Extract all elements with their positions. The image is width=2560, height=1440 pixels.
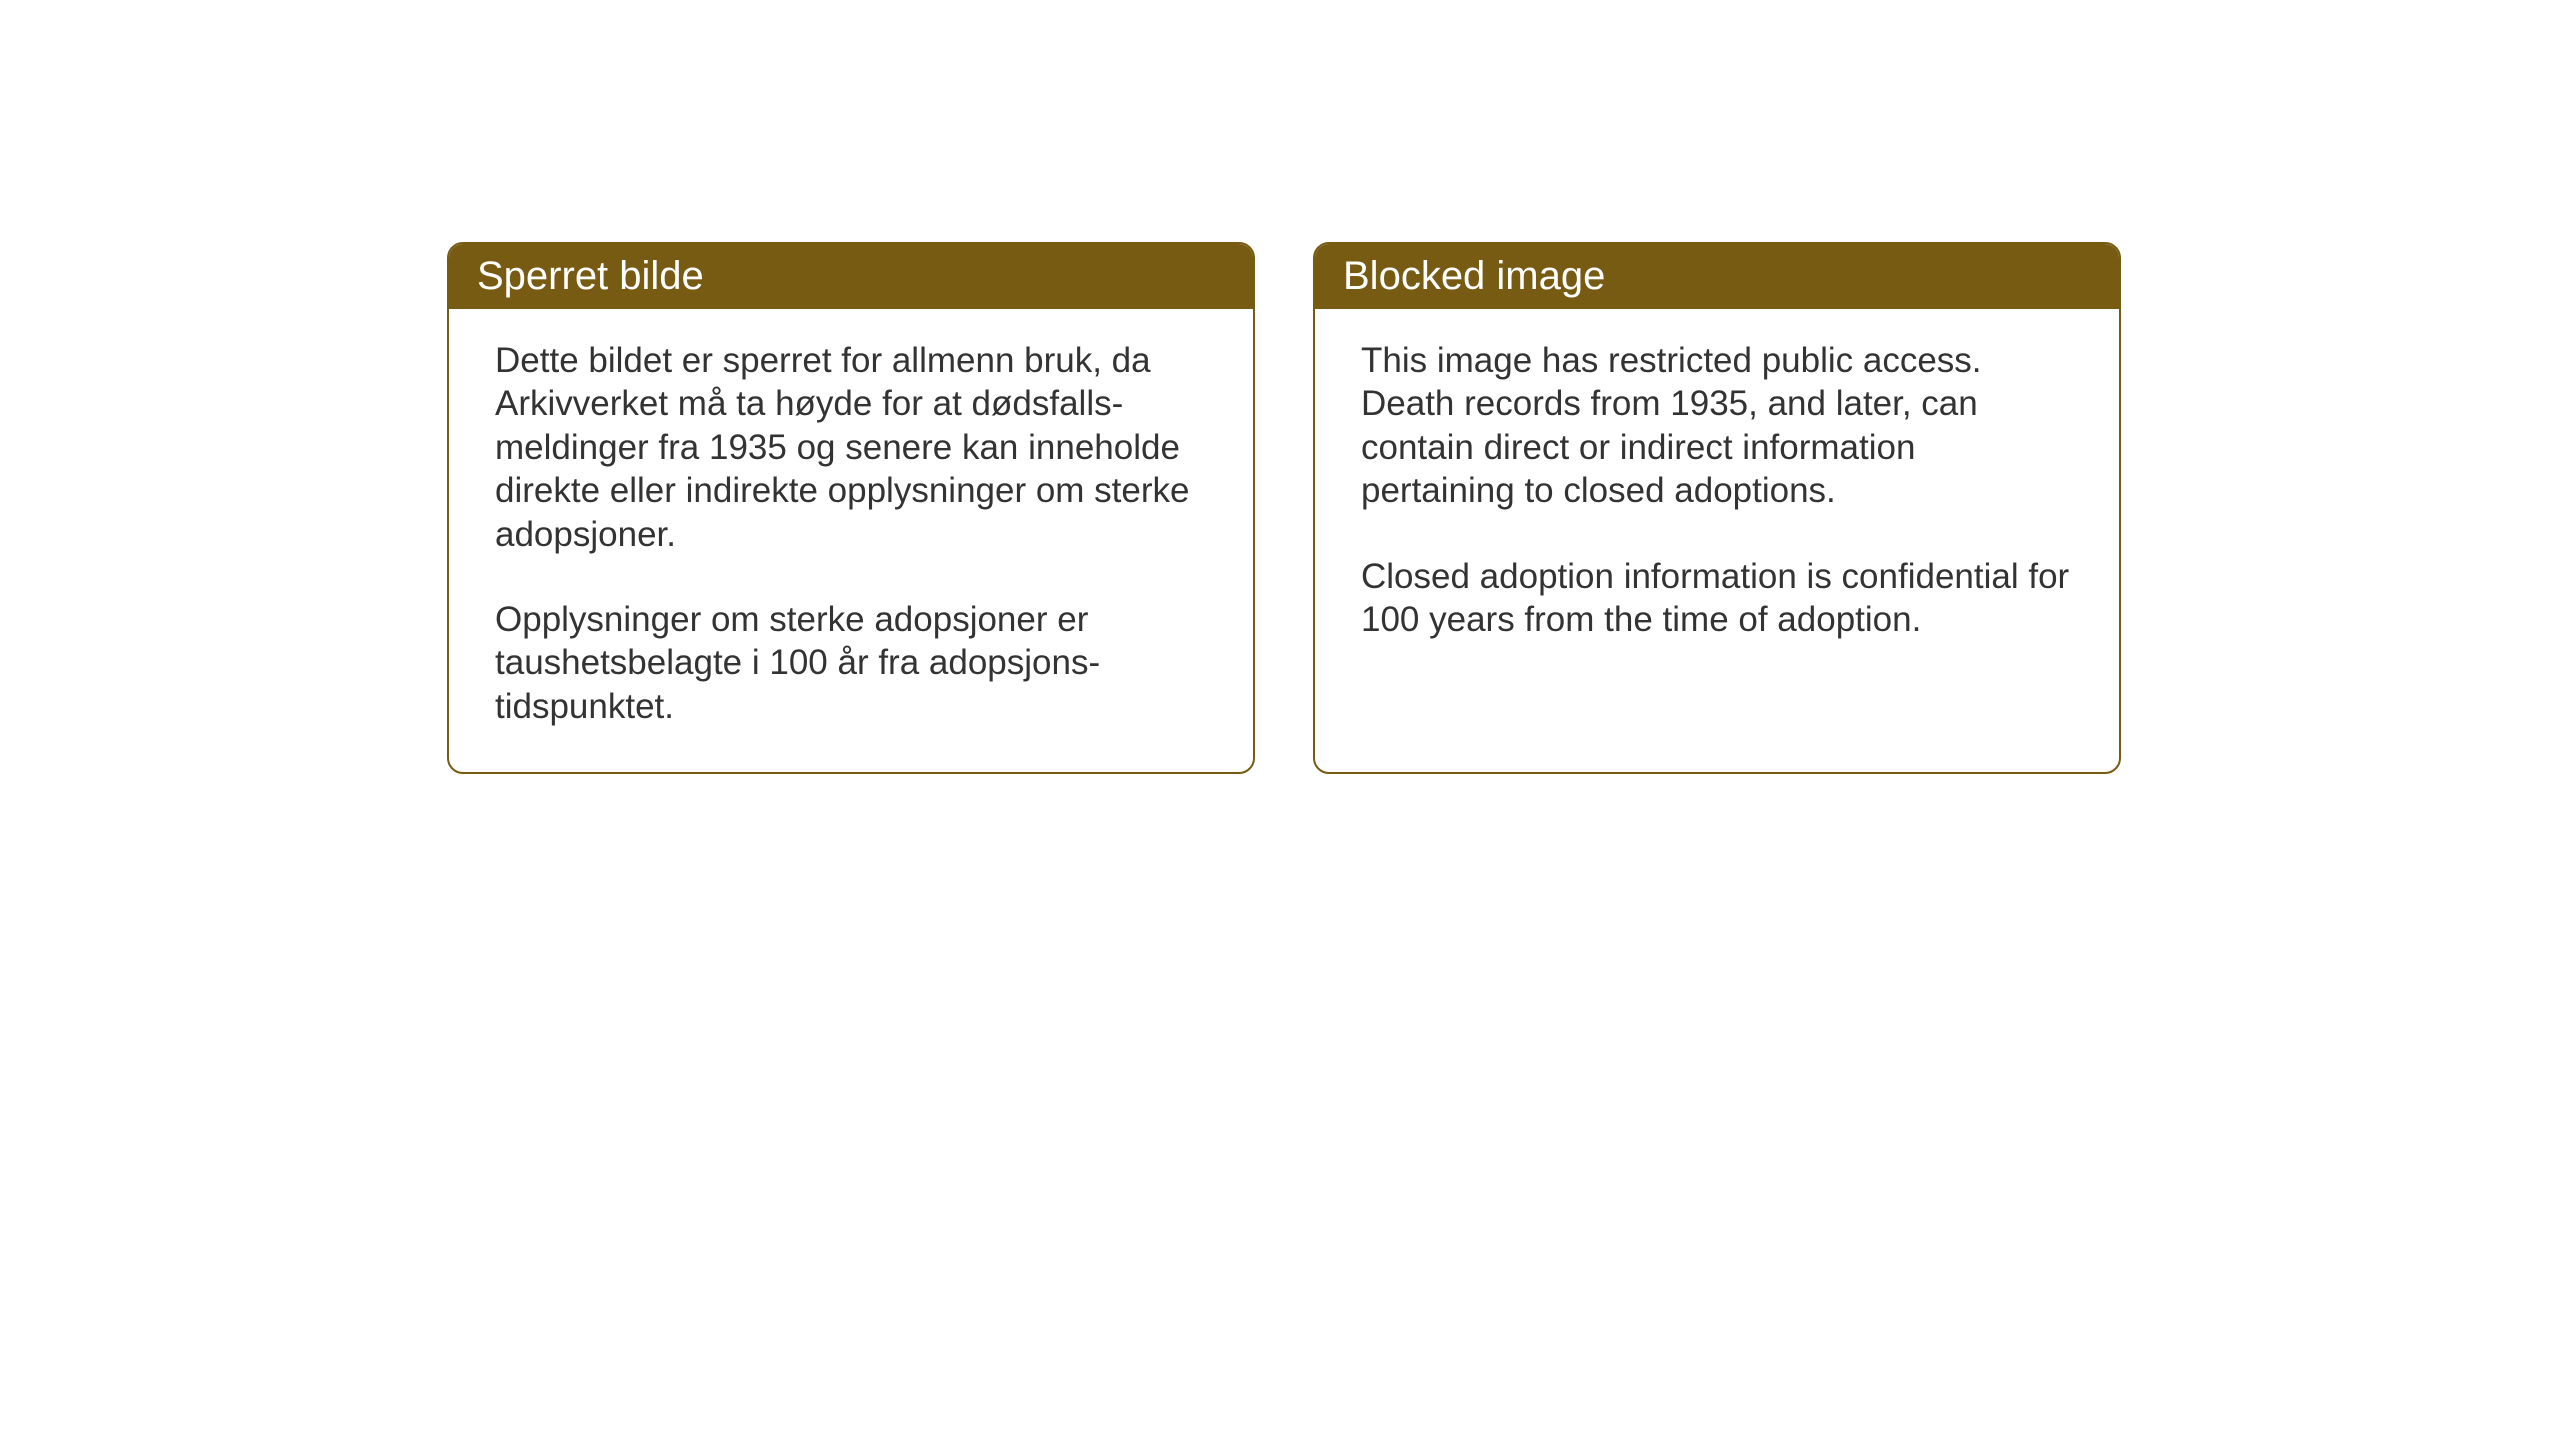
norwegian-notice-body: Dette bildet er sperret for allmenn bruk… (449, 309, 1253, 772)
norwegian-paragraph-1: Dette bildet er sperret for allmenn bruk… (495, 339, 1207, 556)
english-paragraph-1: This image has restricted public access.… (1361, 339, 2073, 513)
english-notice-title: Blocked image (1315, 244, 2119, 309)
english-notice-box: Blocked image This image has restricted … (1313, 242, 2121, 774)
notice-container: Sperret bilde Dette bildet er sperret fo… (447, 242, 2121, 774)
english-paragraph-2: Closed adoption information is confident… (1361, 555, 2073, 642)
norwegian-notice-title: Sperret bilde (449, 244, 1253, 309)
norwegian-paragraph-2: Opplysninger om sterke adopsjoner er tau… (495, 598, 1207, 728)
norwegian-notice-box: Sperret bilde Dette bildet er sperret fo… (447, 242, 1255, 774)
english-notice-body: This image has restricted public access.… (1315, 309, 2119, 685)
